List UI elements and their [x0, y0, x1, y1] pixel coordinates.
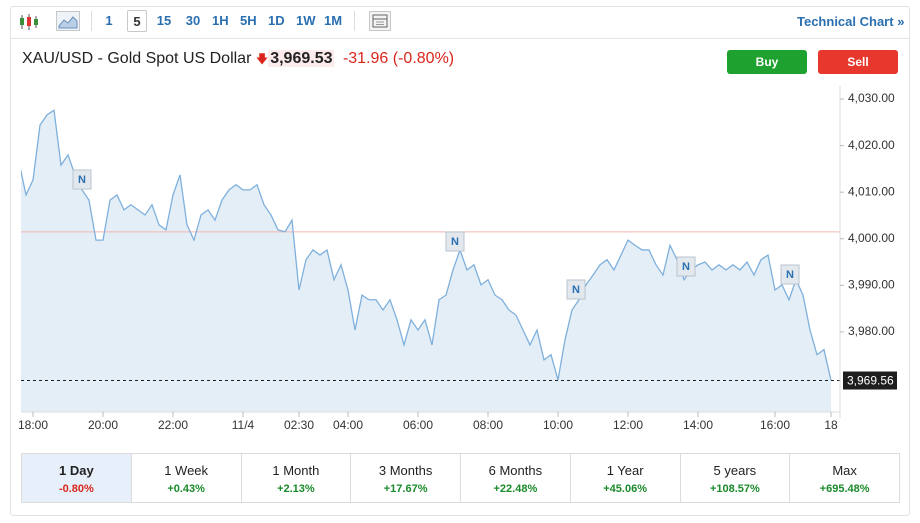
period-name[interactable]: 1 Year [606, 463, 644, 478]
area-fill [21, 110, 831, 412]
quote-header: XAU/USD - Gold Spot US Dollar 🡇 3,969.53 … [22, 50, 454, 71]
area-icon[interactable] [56, 11, 80, 31]
interval-button[interactable]: 30 [185, 13, 201, 28]
interval-button[interactable]: 5 [127, 10, 147, 32]
symbol: XAU/USD - Gold Spot US Dollar [22, 50, 252, 67]
news-marker-label: N [786, 269, 794, 281]
period-change[interactable]: +2.13% [277, 483, 315, 495]
period-change[interactable]: +22.48% [493, 483, 538, 495]
interval-button[interactable]: 15 [156, 13, 172, 28]
period-tab[interactable]: 1 Month +2.13% [240, 454, 351, 502]
interval-button[interactable]: 1 [105, 13, 113, 28]
x-tick-label: 16:00 [760, 418, 790, 432]
x-tick-label: 02:30 [284, 418, 314, 432]
news-marker-label: N [78, 174, 86, 186]
y-tick-label: 3,990.00 [848, 277, 895, 291]
current-price-label: 3,969.56 [847, 374, 894, 388]
x-tick-label: 20:00 [88, 418, 118, 432]
period-tab[interactable]: 5 years +108.57% [679, 454, 790, 502]
period-change[interactable]: -0.80% [58, 483, 94, 495]
y-tick-label: 4,000.00 [848, 231, 895, 245]
news-marker [445, 231, 465, 252]
news-marker [72, 169, 92, 190]
x-tick-label: 10:00 [543, 418, 573, 432]
period-change[interactable]: +17.67% [383, 483, 428, 495]
link-text[interactable]: Technical Chart [797, 14, 894, 29]
toolbar-separator [91, 11, 92, 31]
candlestick-icon[interactable] [18, 12, 40, 32]
y-tick-label: 3,980.00 [848, 324, 895, 338]
news-marker-label: N [451, 236, 459, 248]
news-marker [676, 256, 696, 277]
y-tick-label: 4,010.00 [848, 184, 895, 198]
x-tick-label: 04:00 [333, 418, 363, 432]
news-marker [780, 264, 800, 285]
period-change[interactable]: +108.57% [709, 483, 760, 495]
change-pct: (-0.80%) [392, 50, 455, 67]
period-name[interactable]: 1 Week [164, 463, 209, 478]
interval-button[interactable]: 1W [296, 13, 316, 28]
toolbar-divider [10, 38, 910, 39]
period-tabs: 1 Day -0.80% 1 Week +0.43% 1 Month +2.13% 3 Mo… [21, 453, 900, 503]
interval-button[interactable]: 1H [212, 13, 229, 28]
interval-button[interactable]: 1M [324, 13, 343, 28]
period-change[interactable]: +45.06% [603, 483, 647, 495]
period-name[interactable]: 5 years [713, 463, 757, 478]
current-price-box [843, 371, 897, 390]
x-tick-label: 12:00 [613, 418, 643, 432]
period-tab[interactable]: 1 Year +45.06% [569, 454, 680, 502]
period-name[interactable]: 3 Months [378, 463, 433, 478]
widget-frame [10, 6, 910, 516]
technical-chart-link[interactable]: Technical Chart » [797, 14, 904, 29]
period-name[interactable]: Max [832, 463, 857, 478]
buy-button[interactable]: Buy [727, 50, 807, 74]
period-name[interactable]: 1 Month [272, 463, 320, 478]
chart: Investing.com3,969.563,980.003,990.004,0… [18, 86, 897, 432]
period-change[interactable]: +695.48% [819, 483, 870, 495]
interval-button[interactable]: 5H [240, 13, 257, 28]
interval-button[interactable]: 1D [268, 13, 285, 28]
news-marker [566, 279, 586, 300]
x-tick-label: 08:00 [473, 418, 503, 432]
sell-button[interactable]: Sell [818, 50, 898, 74]
period-tab[interactable]: Max +695.48% [789, 454, 899, 502]
y-tick-label: 4,020.00 [848, 138, 895, 152]
link-arrow[interactable]: » [897, 14, 905, 29]
settings-icon[interactable] [369, 11, 391, 31]
period-tab[interactable]: 1 Day -0.80% [22, 454, 131, 502]
news-marker-label: N [682, 261, 690, 273]
period-tab[interactable]: 3 Months +17.67% [350, 454, 460, 502]
period-tab[interactable]: 1 Week +0.43% [130, 454, 241, 502]
x-tick-label: 18 [824, 418, 838, 432]
price-line [21, 109, 832, 381]
x-tick-label: 06:00 [403, 418, 433, 432]
period-name[interactable]: 1 Day [59, 463, 94, 478]
x-tick-label: 11/4 [232, 418, 255, 432]
period-change[interactable]: +0.43% [167, 483, 205, 495]
period-tab[interactable]: 6 Months +22.48% [460, 454, 570, 502]
period-name[interactable]: 6 Months [488, 463, 543, 478]
news-marker-label: N [572, 284, 580, 296]
change: -31.96 [342, 50, 389, 67]
x-tick-label: 14:00 [683, 418, 713, 432]
x-tick-label: 22:00 [158, 418, 188, 432]
toolbar-separator [354, 11, 355, 31]
y-tick-label: 4,030.00 [848, 91, 895, 105]
x-tick-label: 18:00 [18, 418, 48, 432]
down-arrow: 🡇 [255, 52, 269, 66]
price: 3,969.53 [268, 50, 335, 67]
